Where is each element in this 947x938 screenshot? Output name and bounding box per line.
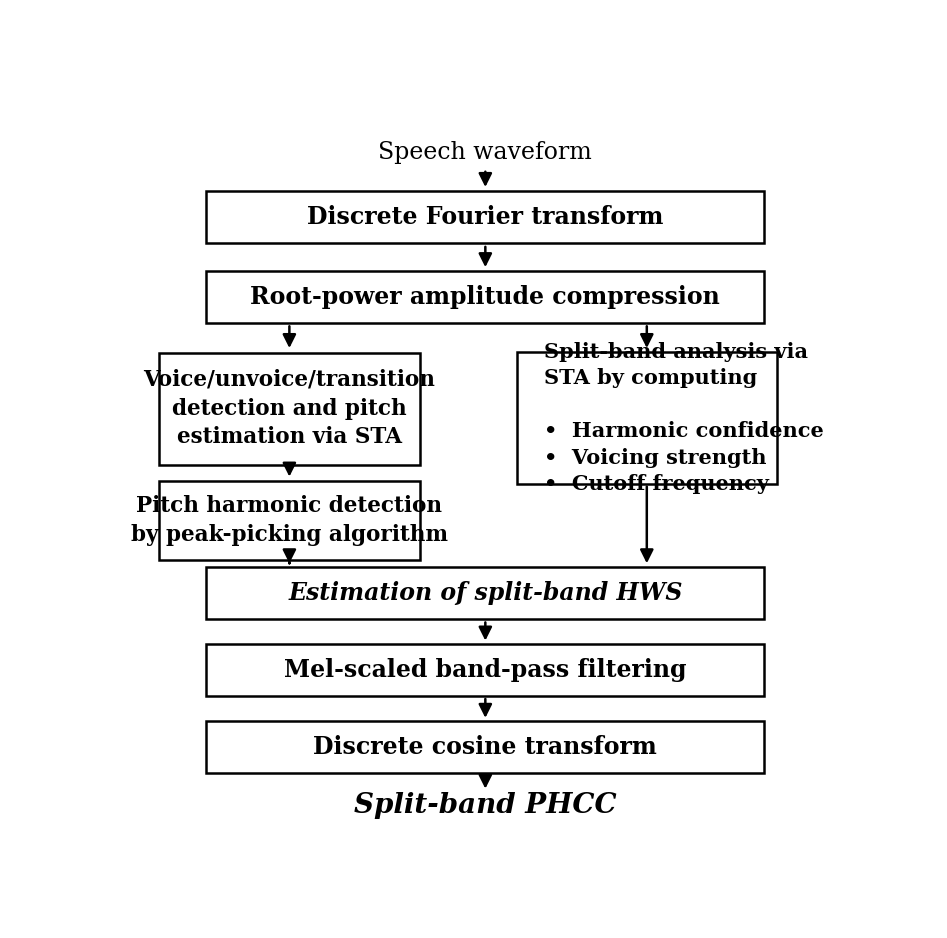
FancyBboxPatch shape [159,481,420,560]
FancyBboxPatch shape [206,720,764,773]
Text: Voice/unvoice/transition
detection and pitch
estimation via STA: Voice/unvoice/transition detection and p… [143,369,436,448]
Text: Mel-scaled band-pass filtering: Mel-scaled band-pass filtering [284,658,687,682]
Text: Discrete cosine transform: Discrete cosine transform [313,734,657,759]
Text: Pitch harmonic detection
by peak-picking algorithm: Pitch harmonic detection by peak-picking… [131,495,448,546]
FancyBboxPatch shape [206,271,764,323]
Text: Split-band analysis via
STA by computing

•  Harmonic confidence
•  Voicing stre: Split-band analysis via STA by computing… [544,342,824,494]
FancyBboxPatch shape [206,644,764,696]
FancyBboxPatch shape [206,567,764,619]
FancyBboxPatch shape [206,191,764,243]
Text: Discrete Fourier transform: Discrete Fourier transform [307,205,664,229]
Text: Split-band PHCC: Split-band PHCC [354,793,616,820]
FancyBboxPatch shape [516,353,777,484]
FancyBboxPatch shape [159,353,420,464]
Text: Estimation of split-band HWS: Estimation of split-band HWS [288,581,683,605]
Text: Root-power amplitude compression: Root-power amplitude compression [250,285,721,309]
Text: Speech waveform: Speech waveform [379,141,592,164]
